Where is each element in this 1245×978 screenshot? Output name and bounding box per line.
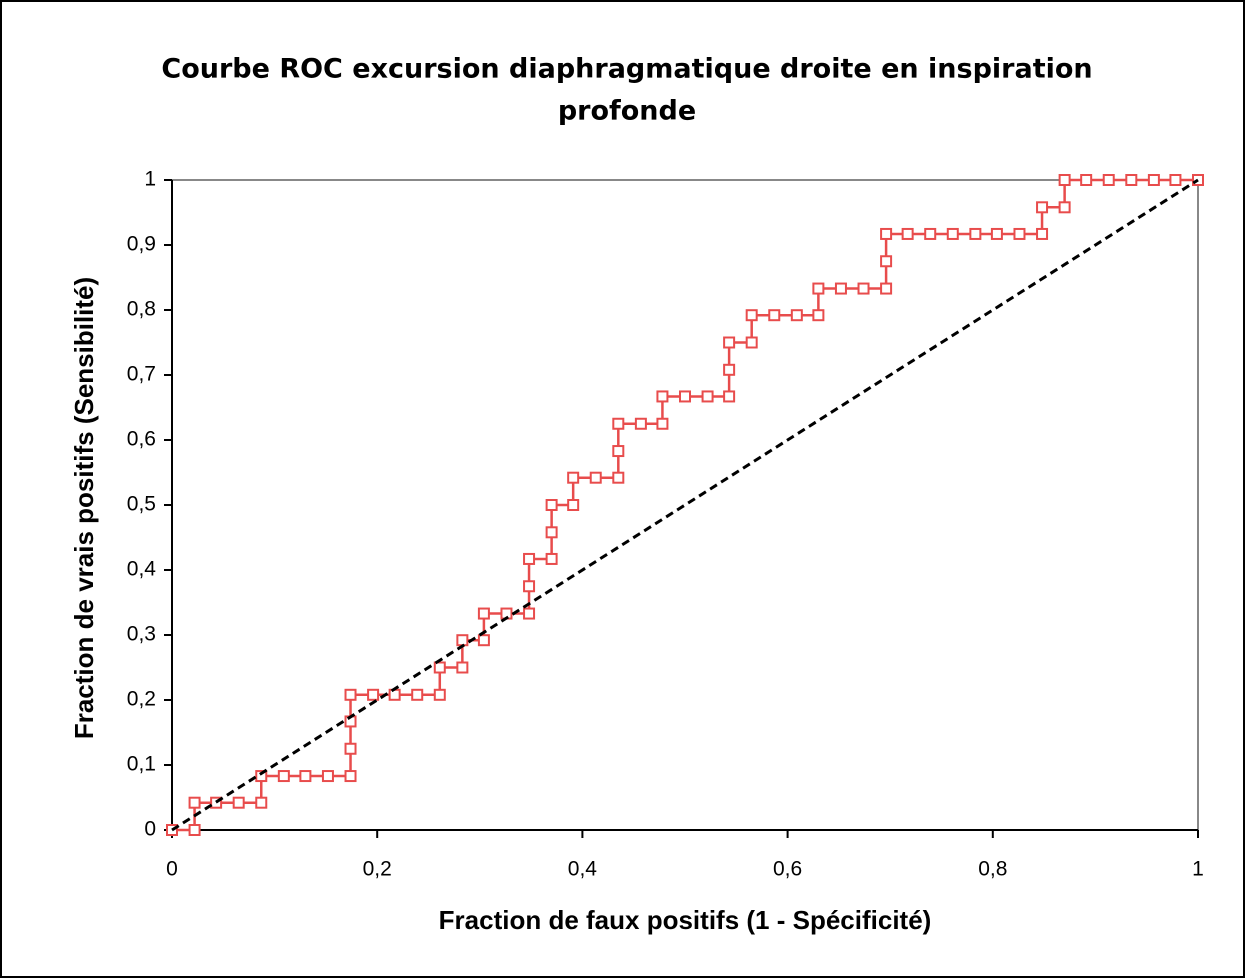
x-tick-label: 0,8 (978, 858, 1007, 881)
point (723, 363, 736, 376)
point (634, 417, 647, 430)
point (344, 688, 357, 701)
point (367, 688, 380, 701)
point (812, 282, 825, 295)
point (456, 634, 469, 647)
chart-title: Courbe ROC excursion diaphragmatique dro… (161, 54, 1092, 85)
point (679, 390, 691, 403)
point (834, 282, 847, 295)
point (545, 552, 558, 565)
reference-line (171, 178, 1199, 832)
point (433, 661, 446, 674)
point (299, 770, 312, 783)
point (768, 309, 781, 322)
point (745, 336, 758, 349)
point (188, 796, 201, 809)
point (255, 796, 268, 809)
y-tick-label: 0,2 (127, 688, 156, 711)
point (277, 770, 290, 783)
point (210, 796, 223, 809)
point (701, 390, 714, 403)
point (656, 417, 669, 430)
point (388, 688, 401, 701)
point (589, 471, 602, 484)
point (545, 526, 558, 539)
point (924, 227, 937, 240)
point (723, 336, 736, 349)
point (946, 227, 959, 240)
point (567, 471, 580, 484)
point (990, 227, 1003, 240)
point (1125, 174, 1138, 186)
point (1080, 174, 1093, 186)
point (344, 742, 357, 755)
point (545, 499, 558, 511)
x-tick-label: 1 (1192, 858, 1204, 881)
point (656, 390, 669, 403)
point (790, 309, 803, 322)
point (321, 770, 334, 783)
point (344, 770, 357, 783)
x-tick-label: 0 (166, 858, 178, 881)
point (901, 227, 914, 240)
point (567, 499, 580, 511)
point (880, 255, 893, 268)
y-tick-label: 0 (144, 818, 156, 841)
point (612, 445, 625, 458)
point (523, 607, 536, 620)
point (1169, 174, 1182, 186)
x-tick-label: 0,4 (568, 858, 598, 881)
point (477, 607, 490, 620)
point (723, 390, 736, 403)
y-tick-label: 0,5 (127, 493, 156, 516)
point (1013, 227, 1026, 240)
point (523, 580, 536, 593)
point (745, 309, 758, 322)
y-tick-label: 0,9 (127, 233, 156, 256)
point (969, 227, 982, 240)
y-tick-label: 0,3 (127, 623, 156, 646)
point (612, 417, 625, 430)
point (232, 796, 245, 809)
point (812, 309, 825, 322)
x-tick-label: 0,2 (363, 858, 392, 881)
y-tick-label: 0,8 (127, 298, 156, 321)
point (1058, 174, 1071, 186)
point (523, 552, 536, 565)
point (255, 770, 268, 783)
point (880, 227, 893, 240)
y-tick-label: 0,4 (127, 558, 157, 581)
point (1147, 174, 1160, 186)
point (612, 471, 625, 484)
x-axis-title: Fraction de faux positifs (1 - Spécifici… (439, 905, 932, 935)
point (411, 688, 424, 701)
point (1102, 174, 1115, 186)
point (456, 661, 469, 674)
x-tick-label: 0,6 (773, 858, 802, 881)
point (1036, 201, 1049, 214)
point (477, 634, 490, 647)
chart-title: profonde (558, 96, 696, 127)
y-axis-title: Fraction de vrais positifs (Sensibilité) (69, 277, 99, 739)
y-tick-label: 0,6 (127, 428, 156, 451)
point (880, 282, 893, 295)
point (188, 824, 201, 836)
point (857, 282, 870, 295)
y-tick-label: 0,7 (127, 363, 156, 386)
point (433, 688, 446, 701)
point (1036, 227, 1049, 240)
y-tick-label: 0,1 (127, 753, 156, 776)
y-tick-label: 1 (144, 168, 156, 191)
point (1058, 201, 1071, 214)
